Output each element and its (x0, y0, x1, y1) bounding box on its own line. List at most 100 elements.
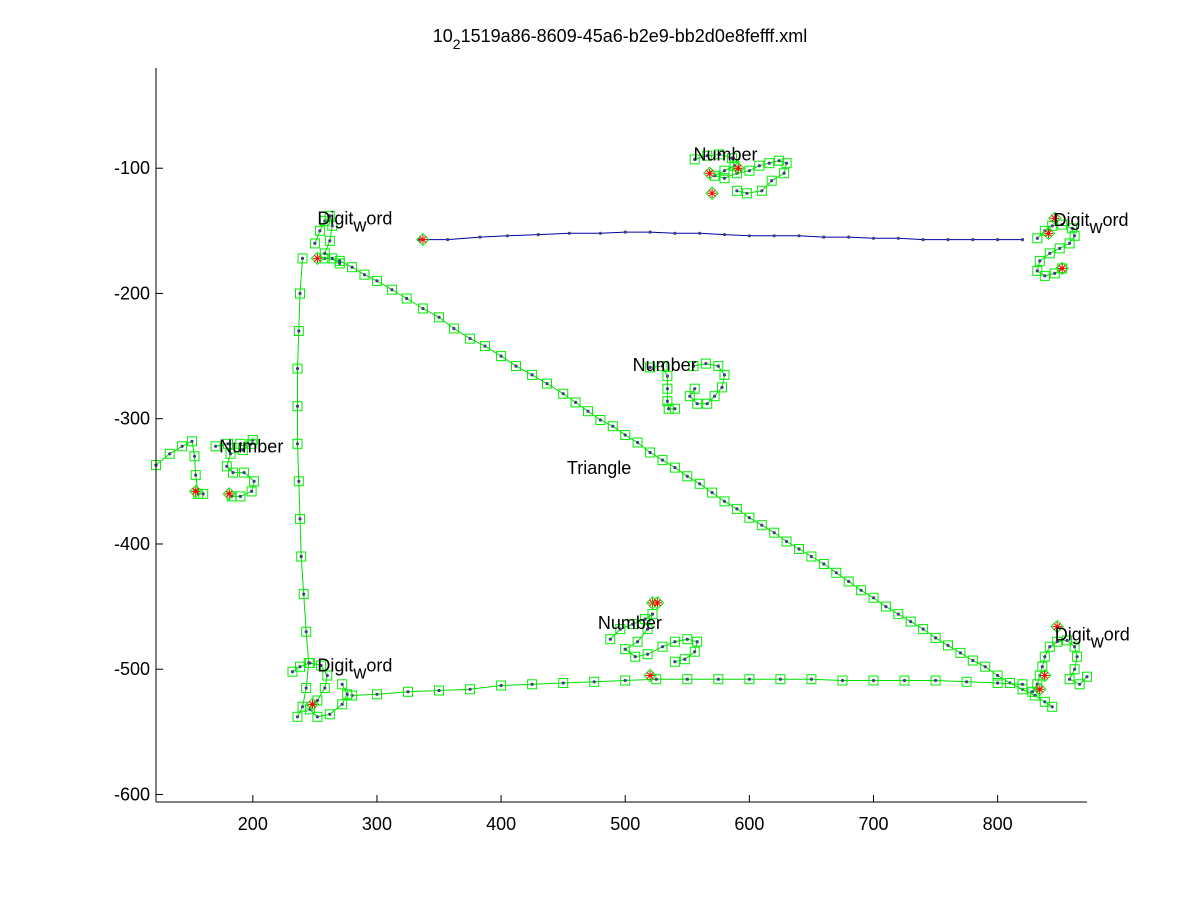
point-box-marker (713, 361, 724, 372)
point-dot-marker (631, 622, 635, 626)
point-dot-marker (618, 627, 622, 631)
point-box-marker (831, 567, 842, 578)
point-box-marker (630, 651, 641, 662)
cusp-star-marker (312, 253, 322, 263)
point-dot-marker (673, 231, 677, 235)
point-dot-marker (720, 385, 724, 389)
point-dot-marker (958, 651, 963, 655)
point-box-marker (448, 323, 459, 334)
point-box-marker (868, 675, 879, 686)
point-dot-marker (735, 189, 739, 193)
point-box-marker (992, 670, 1003, 681)
point-box-marker (731, 503, 742, 514)
point-dot-marker (194, 473, 198, 477)
series-8 (689, 149, 792, 199)
point-dot-marker (921, 627, 925, 631)
point-dot-marker (650, 612, 655, 616)
point-dot-marker (530, 682, 534, 686)
point-dot-marker (777, 159, 781, 163)
cusp-star-marker (733, 163, 743, 173)
cusp-diamond-marker (643, 668, 657, 683)
point-box-marker (1017, 679, 1028, 690)
point-box-marker (605, 634, 616, 645)
point-dot-marker (716, 677, 720, 681)
point-dot-marker (822, 235, 826, 239)
point-box-marker (682, 674, 693, 685)
point-dot-marker (1058, 246, 1062, 250)
point-dot-marker (437, 688, 441, 693)
point-dot-marker (757, 164, 761, 168)
point-box-marker (709, 391, 720, 402)
series-3 (319, 253, 1058, 712)
point-box-marker (187, 436, 197, 447)
point-box-marker (239, 467, 250, 478)
point-box-marker (316, 660, 327, 671)
point-dot-marker (315, 715, 319, 719)
point-dot-marker (1038, 259, 1042, 263)
point-box-marker (249, 476, 260, 487)
point-dot-marker (574, 400, 578, 404)
annotation-label: Number (633, 355, 697, 375)
point-box-marker (225, 448, 236, 459)
point-box-marker (337, 679, 348, 690)
point-dot-marker (375, 279, 379, 283)
point-dot-marker (323, 251, 327, 255)
point-box-marker (496, 680, 507, 691)
point-dot-marker (1035, 236, 1039, 240)
point-dot-marker (747, 677, 752, 681)
point-dot-marker (323, 686, 327, 690)
point-box-marker (781, 158, 792, 169)
point-box-marker (694, 478, 705, 489)
point-dot-marker (648, 230, 652, 234)
point-box-marker (595, 415, 606, 425)
point-dot-marker (1048, 251, 1052, 255)
point-dot-marker (446, 238, 450, 242)
point-dot-marker (478, 235, 482, 239)
point-dot-marker (623, 647, 627, 651)
point-dot-marker (716, 364, 720, 368)
point-dot-marker (561, 681, 565, 685)
point-dot-marker (598, 418, 603, 422)
point-dot-marker (290, 670, 295, 674)
point-box-marker (662, 383, 673, 394)
point-dot-marker (705, 402, 709, 406)
point-box-marker (645, 362, 656, 373)
point-box-marker (589, 676, 600, 687)
point-dot-marker (665, 399, 670, 403)
point-box-marker (615, 624, 626, 635)
point-box-marker (298, 589, 309, 600)
point-box-marker (682, 471, 693, 482)
annotation-part: ord (1104, 624, 1130, 644)
point-box-marker (662, 371, 673, 382)
point-box-marker (1069, 641, 1080, 652)
point-dot-marker (695, 402, 699, 406)
point-box-marker (293, 476, 304, 487)
cusp-diamond-marker (1050, 619, 1064, 634)
y-tick-label: -600 (114, 784, 150, 804)
point-dot-marker (718, 152, 722, 156)
point-dot-marker (809, 554, 814, 559)
point-box-marker (627, 619, 638, 630)
point-box-marker (754, 160, 765, 171)
point-dot-marker (965, 680, 969, 684)
point-box-marker (312, 711, 323, 722)
point-dot-marker (238, 442, 242, 446)
point-box-marker (620, 430, 631, 440)
point-dot-marker (1053, 271, 1057, 275)
point-box-marker (301, 683, 312, 693)
cusp-diamond-marker (1048, 211, 1062, 226)
point-dot-marker (318, 229, 322, 233)
point-box-marker (992, 678, 1003, 688)
point-dot-marker (785, 161, 789, 165)
point-dot-marker (315, 698, 319, 703)
point-dot-marker (328, 239, 332, 243)
point-box-marker (295, 288, 305, 299)
cusp-star-marker (1044, 228, 1054, 238)
annotation-subscript: w (1088, 217, 1103, 237)
point-box-marker (295, 661, 305, 672)
point-dot-marker (809, 677, 814, 681)
point-box-marker (669, 462, 680, 473)
point-box-marker (714, 149, 725, 160)
point-dot-marker (693, 387, 697, 391)
